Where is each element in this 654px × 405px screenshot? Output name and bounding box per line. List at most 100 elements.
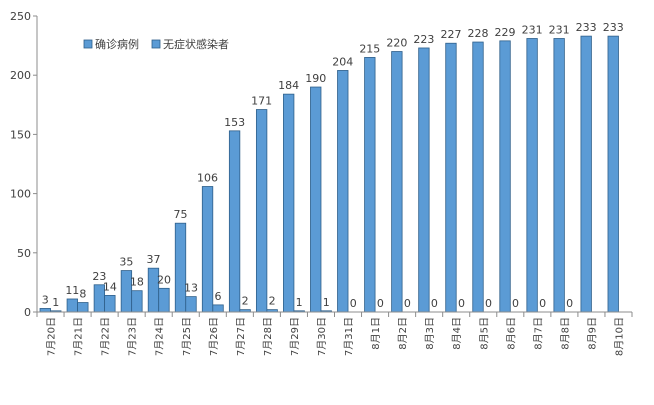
x-tick-label: 7月29日 xyxy=(289,317,301,356)
bar-asymptomatic xyxy=(158,287,170,313)
y-tick-label: 200 xyxy=(10,69,31,82)
data-label-asymptomatic: 0 xyxy=(539,297,546,310)
x-tick-label: 8月2日 xyxy=(397,317,409,350)
data-label-confirmed: 223 xyxy=(413,33,434,46)
data-label-confirmed: 3 xyxy=(42,293,49,306)
bar-asymptomatic xyxy=(131,290,143,313)
x-tick-label: 8月5日 xyxy=(478,317,490,350)
x-tick-label: 7月26日 xyxy=(208,317,220,356)
legend-swatch-asymptomatic xyxy=(151,39,161,49)
bar-asymptomatic xyxy=(212,304,224,313)
data-label-asymptomatic: 6 xyxy=(215,290,222,303)
y-axis: 0 50 100 150 200 250 xyxy=(10,10,38,319)
y-tick-label: 150 xyxy=(10,128,31,141)
data-label-asymptomatic: 14 xyxy=(103,280,117,293)
data-label-confirmed: 35 xyxy=(119,256,133,269)
bar-confirmed xyxy=(283,93,295,313)
bar-asymptomatic xyxy=(77,302,89,313)
data-label-confirmed: 233 xyxy=(603,21,624,34)
x-tick-label: 7月25日 xyxy=(181,317,193,356)
x-tick-label: 8月8日 xyxy=(559,317,571,350)
bar-confirmed xyxy=(445,42,457,313)
data-label-asymptomatic: 13 xyxy=(184,282,198,295)
x-tick-label: 8月1日 xyxy=(370,317,382,350)
data-label-confirmed: 233 xyxy=(576,21,597,34)
bar-confirmed xyxy=(201,186,214,313)
bar-confirmed xyxy=(526,38,538,313)
x-tick-label: 8月4日 xyxy=(451,317,463,350)
x-tick-label: 7月30日 xyxy=(316,317,328,356)
data-labels: 3 111 823143518372075131066153217121841190… xyxy=(42,21,624,310)
data-label-asymptomatic: 0 xyxy=(458,297,465,310)
bar-asymptomatic xyxy=(185,296,197,313)
x-tick-label: 7月28日 xyxy=(262,317,274,356)
data-label-asymptomatic: 0 xyxy=(377,297,384,310)
data-label-confirmed: 153 xyxy=(224,116,245,129)
bar-confirmed xyxy=(472,41,484,313)
bar-asymptomatic xyxy=(104,295,116,313)
x-tick-label: 7月23日 xyxy=(127,317,139,356)
data-label-confirmed: 37 xyxy=(146,253,160,266)
bar-confirmed xyxy=(607,35,619,313)
data-label-confirmed: 215 xyxy=(359,42,380,55)
data-label-confirmed: 11 xyxy=(65,284,79,297)
bar-confirmed xyxy=(418,47,430,313)
data-label-confirmed: 231 xyxy=(522,23,543,36)
data-label-confirmed: 231 xyxy=(549,23,570,36)
data-label-asymptomatic: 2 xyxy=(269,295,276,308)
data-label-confirmed: 75 xyxy=(174,208,188,221)
data-label-asymptomatic: 2 xyxy=(242,295,249,308)
x-tick-label: 8月9日 xyxy=(586,317,598,350)
data-label-confirmed: 227 xyxy=(440,28,461,41)
data-label-confirmed: 228 xyxy=(468,27,489,40)
data-label-asymptomatic: 0 xyxy=(431,297,438,310)
bar-confirmed xyxy=(364,57,376,313)
x-tick-label: 8月3日 xyxy=(424,317,436,350)
data-label-confirmed: 184 xyxy=(278,79,299,92)
data-label-asymptomatic: 0 xyxy=(566,297,573,310)
data-label-confirmed: 190 xyxy=(305,72,326,85)
x-tick-label: 7月21日 xyxy=(73,317,85,356)
data-label-asymptomatic: 1 xyxy=(296,296,303,309)
bar-confirmed xyxy=(310,86,322,313)
x-tick-label: 7月20日 xyxy=(46,317,58,356)
bar-confirmed xyxy=(255,109,268,313)
bars xyxy=(39,35,619,313)
data-label-asymptomatic: 0 xyxy=(404,297,411,310)
data-label-confirmed: 229 xyxy=(495,26,516,39)
x-tick-label: 8月6日 xyxy=(505,317,517,350)
data-label-confirmed: 171 xyxy=(251,95,272,108)
bar-confirmed xyxy=(553,38,565,313)
data-label-asymptomatic: 1 xyxy=(323,296,330,309)
bar-confirmed xyxy=(337,70,349,313)
data-label-asymptomatic: 8 xyxy=(79,288,86,301)
data-label-asymptomatic: 0 xyxy=(485,297,492,310)
data-label-asymptomatic: 20 xyxy=(157,273,171,286)
x-tick-label: 7月31日 xyxy=(343,317,355,356)
legend-swatch-confirmed xyxy=(83,39,93,49)
data-label-confirmed: 220 xyxy=(386,37,407,50)
data-label-confirmed: 106 xyxy=(197,171,218,184)
data-label-asymptomatic: 0 xyxy=(350,297,357,310)
bar-confirmed xyxy=(580,35,592,313)
data-label-asymptomatic: 1 xyxy=(52,296,59,309)
x-tick-label: 7月24日 xyxy=(154,317,166,356)
bar-confirmed xyxy=(228,130,241,313)
x-tick-label: 7月22日 xyxy=(100,317,112,356)
bar-confirmed xyxy=(391,51,403,313)
y-tick-label: 100 xyxy=(10,188,31,201)
bar-confirmed xyxy=(39,308,51,313)
legend-label-asymptomatic: 无症状感染者 xyxy=(163,37,229,51)
bar-confirmed xyxy=(174,222,187,313)
legend-label-confirmed: 确诊病例 xyxy=(95,37,139,51)
data-label-confirmed: 204 xyxy=(332,55,353,68)
y-tick-label: 0 xyxy=(24,306,31,319)
x-tick-label: 7月27日 xyxy=(235,317,247,356)
bar-confirmed xyxy=(499,40,511,313)
data-label-asymptomatic: 18 xyxy=(130,276,144,289)
bar-confirmed xyxy=(66,298,78,313)
x-axis: 7月20日 7月21日 7月22日 7月23日 7月24日 7月25日 7月26日 7月27日… xyxy=(36,311,633,356)
x-tick-label: 8月7日 xyxy=(532,317,544,350)
